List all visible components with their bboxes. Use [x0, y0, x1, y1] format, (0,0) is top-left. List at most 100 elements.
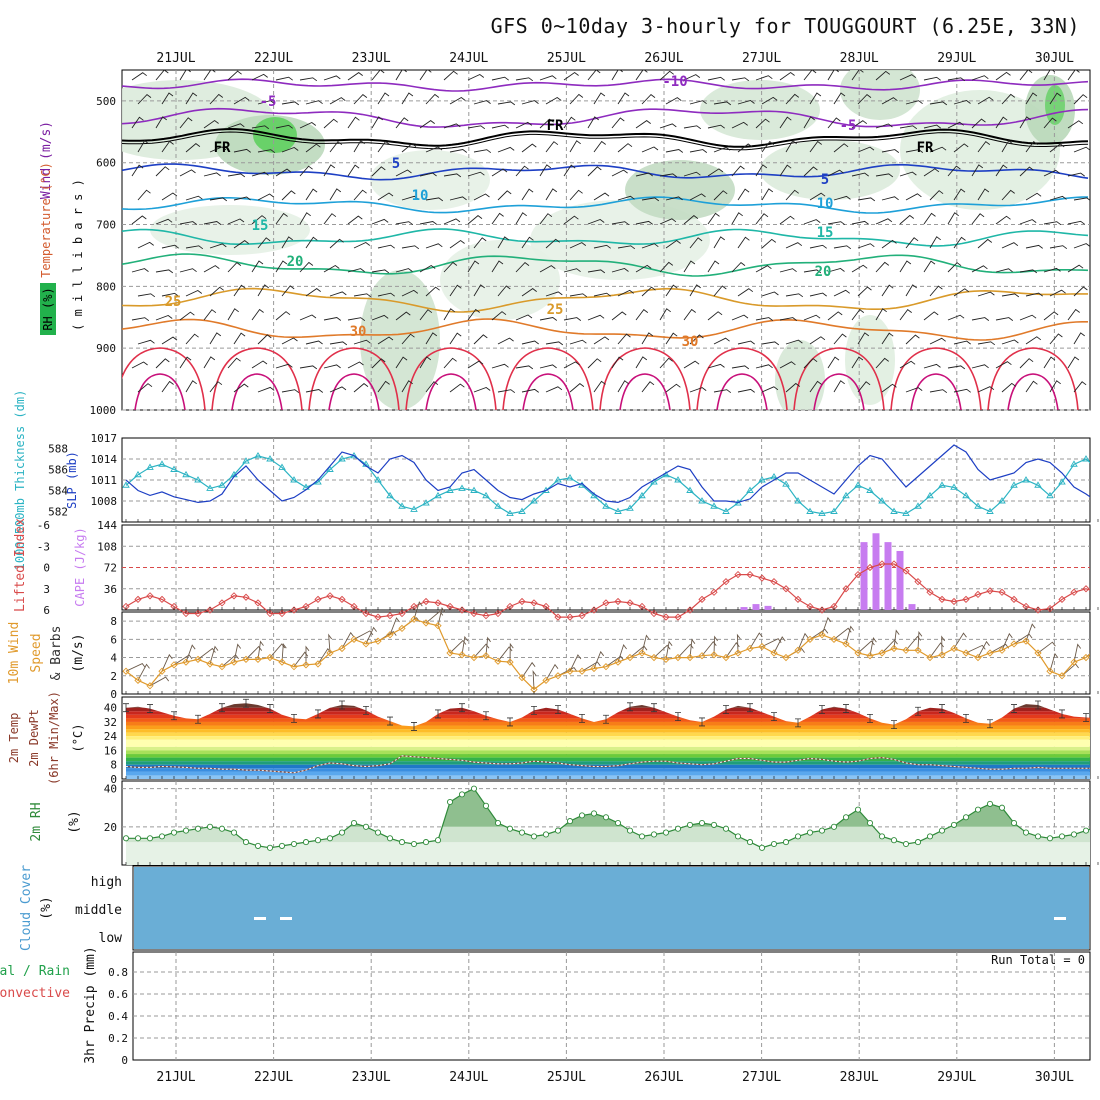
tick-label: 40 [104, 783, 117, 796]
wind-barb [731, 77, 750, 82]
precip-title: 3hr Precip (mm) [83, 946, 98, 1063]
thickness-point [278, 463, 286, 470]
wind-barb [593, 140, 606, 153]
wind10-point [1022, 637, 1030, 645]
wind-barb [1025, 336, 1042, 345]
wind-barb [881, 196, 899, 201]
rh2m-point [530, 833, 538, 840]
wind-barb [515, 212, 527, 225]
wind10-point [266, 653, 274, 662]
wind-barb [1025, 244, 1043, 249]
rh2m-label: 2m RH [29, 802, 44, 841]
tick-label: 40 [104, 702, 117, 715]
bottom-date-label: 28JUL [840, 1070, 879, 1085]
wind-barb [593, 380, 606, 393]
wind-barb [569, 383, 585, 393]
temp-minmax-marker [627, 702, 633, 712]
wind-barb [1049, 143, 1065, 153]
wind-barb [155, 314, 173, 321]
wind10-point [626, 653, 634, 662]
rh2m-point [806, 829, 814, 836]
rh2m-point [578, 812, 586, 819]
lifted-index-point [398, 609, 406, 618]
lifted-index-point [746, 570, 754, 579]
lifted-index-point [626, 599, 634, 607]
wind10-barb [881, 639, 898, 654]
bottom-date-label: 29JUL [937, 1070, 976, 1085]
wind-barb [1067, 120, 1084, 129]
thickness-point [902, 509, 910, 517]
wind10-barb [857, 640, 875, 654]
wind-barb [755, 317, 774, 321]
wind-barb [803, 314, 821, 321]
wind10-barb [497, 646, 513, 662]
isotherm-line [122, 163, 1089, 181]
wind-barb [545, 291, 563, 297]
wind10-barb [653, 644, 671, 658]
lifted-index-point [194, 609, 202, 618]
wind-barb [491, 124, 509, 129]
lifted-index-point [986, 587, 994, 595]
wind-barb [473, 149, 492, 154]
wind-barb [899, 125, 918, 130]
wind10-point [746, 644, 754, 653]
wind-barb [1067, 308, 1080, 321]
temp-minmax-marker [195, 714, 201, 724]
isotherm-line [122, 78, 1089, 92]
temp-minmax-marker [507, 717, 513, 727]
wind-barb [257, 193, 274, 201]
rh2m-point [734, 833, 742, 840]
wind10-unit: (m/s) [71, 633, 86, 672]
isotherm-dome [134, 373, 186, 410]
wind-barb [785, 242, 803, 249]
temp-minmax-marker [675, 712, 681, 722]
wind-barb [713, 236, 725, 249]
wind-barb [227, 123, 245, 129]
wind-barb [833, 289, 850, 297]
isotherm-dome [405, 347, 497, 410]
wind10-point [554, 672, 562, 680]
thickness-point [338, 455, 346, 462]
rh2m-point [782, 839, 790, 846]
wind-barb [761, 188, 774, 201]
wind-barb [419, 309, 433, 321]
lifted-index-point [530, 599, 538, 607]
wind-barb [809, 192, 826, 201]
cape-label: CAPE (J/kg) [73, 527, 87, 606]
lifted-index-point [1070, 588, 1078, 596]
wind-barb [1073, 332, 1085, 345]
wind-barb [425, 381, 439, 393]
wind-barb [257, 237, 271, 249]
wind-barb [275, 76, 293, 81]
wind-barb [755, 75, 773, 81]
wind-barb [179, 268, 197, 273]
rh2m-point [350, 819, 358, 827]
wind-barb [971, 75, 989, 81]
tick-label: 0 [43, 562, 50, 575]
wind10-point [890, 644, 898, 653]
thickness-point [1082, 455, 1090, 462]
wind-barb [161, 244, 179, 249]
wind-barb [257, 149, 276, 154]
wind10-barb [137, 663, 150, 681]
wind10-barb [569, 654, 582, 672]
wind-barb [683, 360, 700, 369]
wind-barb [377, 380, 390, 393]
isotherm-dome [502, 347, 594, 410]
wind-barb [131, 361, 148, 369]
temp-minmax-marker [1059, 709, 1065, 719]
temp-minmax-marker [531, 705, 537, 715]
wind-barb [953, 236, 966, 249]
wind-barb [419, 70, 432, 81]
wind-barb [179, 117, 193, 129]
wind-barb [569, 293, 588, 298]
isotherm-label: -5 [840, 118, 857, 134]
wind-barb [497, 101, 516, 106]
wind-barb [299, 165, 313, 177]
wind-barb [659, 357, 673, 369]
wind10-point [386, 631, 394, 639]
wind-barb [635, 172, 653, 177]
rh2m-point [566, 818, 574, 825]
wind-barb [131, 72, 147, 81]
